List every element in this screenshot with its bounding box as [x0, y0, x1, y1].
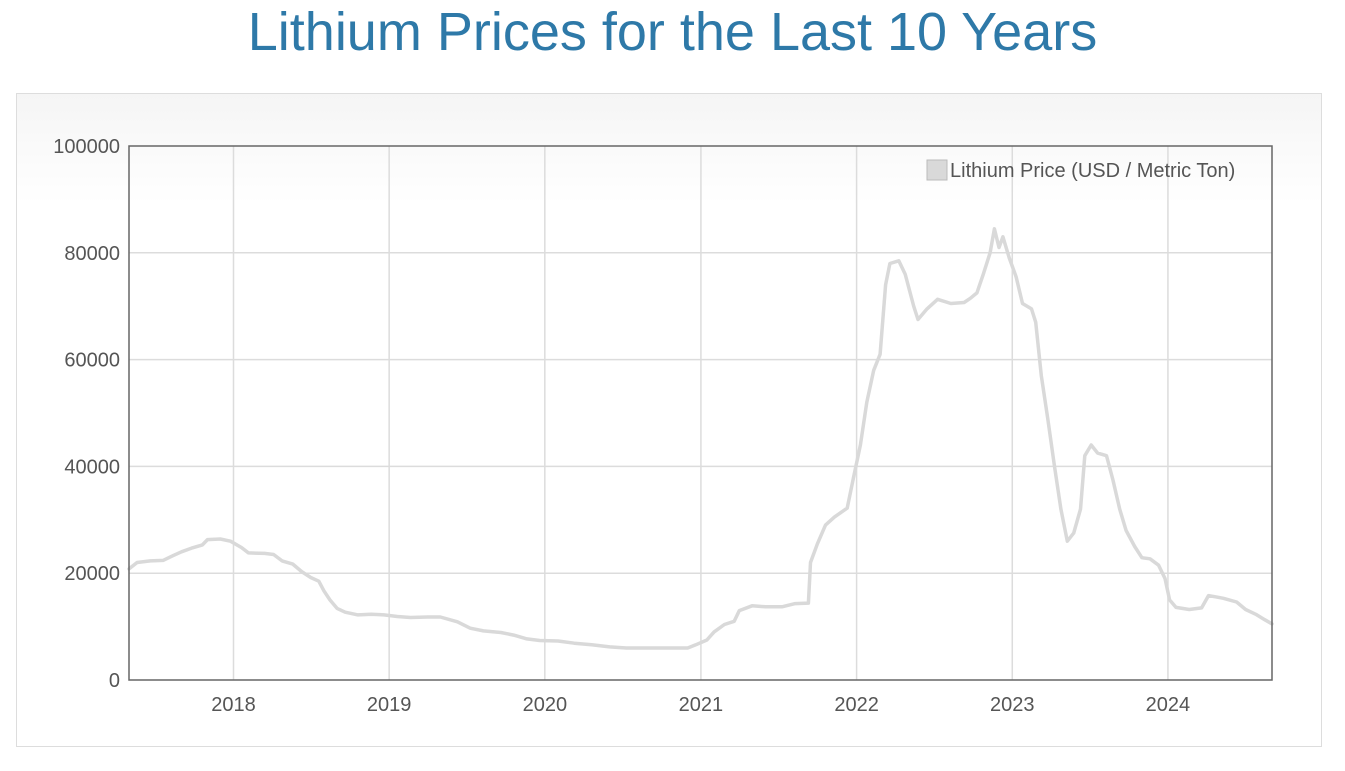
y-tick-label: 20000 [64, 563, 120, 585]
x-axis-ticks: 2018 2019 2020 2021 2022 2023 2024 [211, 694, 1190, 716]
x-tick-label: 2024 [1146, 694, 1191, 716]
series-line-lithium-price [127, 227, 1274, 650]
plot-area-border [128, 145, 1273, 681]
grid-lines [129, 146, 1272, 680]
x-tick-label: 2019 [367, 694, 412, 716]
x-tick-label: 2021 [679, 694, 724, 716]
legend[interactable]: Lithium Price (USD / Metric Ton) [926, 159, 1235, 182]
chart-panel: 0 20000 40000 60000 80000 100000 2018 2019 2020… [16, 93, 1322, 747]
x-tick-label: 2022 [834, 694, 879, 716]
legend-label: Lithium Price (USD / Metric Ton) [950, 160, 1235, 182]
line-chart: 0 20000 40000 60000 80000 100000 2018 2019 2020… [53, 136, 1274, 716]
y-tick-label: 80000 [64, 243, 120, 265]
x-tick-label: 2018 [211, 694, 256, 716]
legend-swatch [926, 159, 948, 181]
y-tick-label: 100000 [53, 136, 120, 158]
x-tick-label: 2023 [990, 694, 1035, 716]
y-tick-label: 0 [109, 670, 120, 692]
y-tick-label: 60000 [64, 350, 120, 372]
page-title: Lithium Prices for the Last 10 Years [247, 2, 1098, 62]
y-axis-ticks: 0 20000 40000 60000 80000 100000 [53, 136, 120, 692]
series-layer [127, 227, 1274, 650]
y-tick-label: 40000 [64, 456, 120, 478]
x-tick-label: 2020 [523, 694, 568, 716]
